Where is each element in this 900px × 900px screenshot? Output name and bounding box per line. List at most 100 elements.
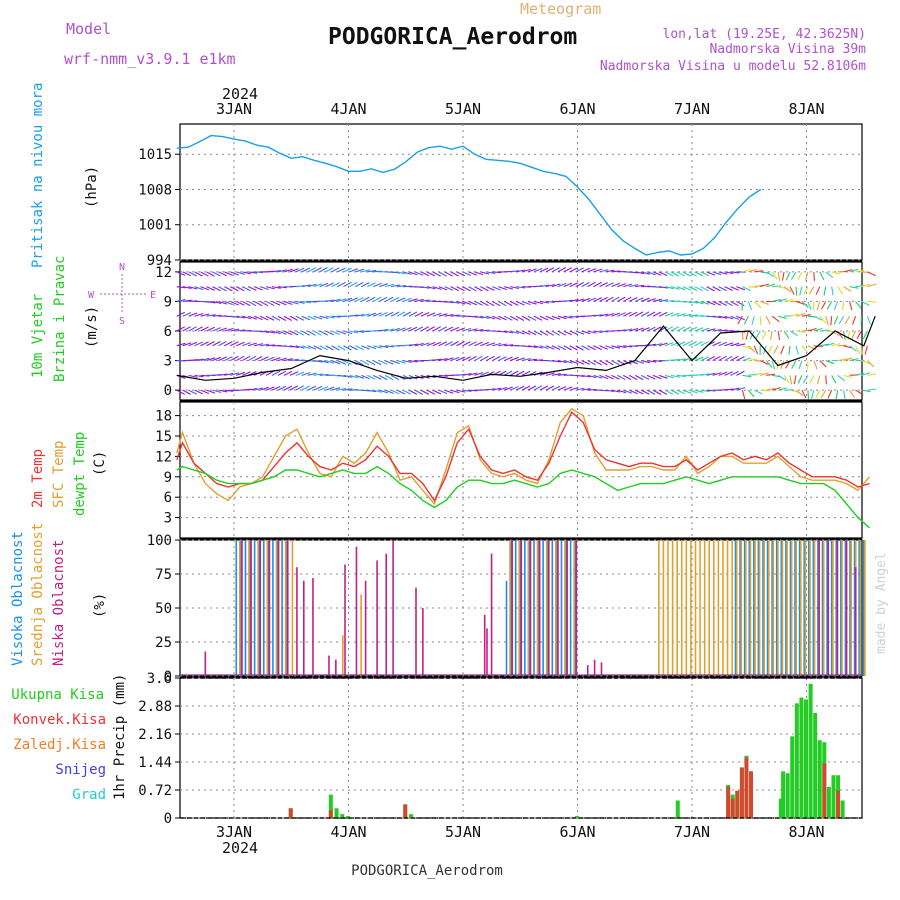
wind-speed-line — [176, 315, 876, 381]
wind-barb — [456, 286, 465, 292]
wind-barb — [230, 341, 239, 347]
wind-barb — [783, 298, 793, 302]
wind-barb — [361, 345, 370, 350]
wind-barb — [402, 271, 412, 275]
wind-barb — [777, 271, 781, 281]
wind-barb — [361, 374, 370, 380]
wind-barb — [539, 267, 549, 273]
wind-barb — [265, 386, 275, 391]
wind-barb — [325, 267, 334, 273]
wind-barb — [343, 374, 353, 378]
model-name: wrf-nmm_v3.9.1 e1km — [64, 50, 236, 68]
wind-barb — [521, 330, 531, 336]
wind-barb — [236, 371, 245, 376]
wind-barb — [319, 267, 328, 273]
wind-barb — [830, 316, 833, 326]
precip-bar — [808, 683, 813, 819]
wind-barb — [236, 271, 246, 275]
wind-barb — [325, 299, 335, 302]
wind-barb — [218, 300, 228, 305]
wind-barb — [426, 312, 436, 317]
wind-barb — [694, 389, 704, 393]
wind-barb — [831, 375, 837, 384]
wind-barb — [837, 286, 844, 295]
wind-barb — [337, 374, 347, 378]
precip-bar — [346, 816, 350, 818]
wind-barb — [587, 281, 596, 288]
wind-barb — [373, 282, 382, 288]
wind-barb — [242, 286, 251, 292]
wind-barb — [509, 370, 519, 376]
precip-bar — [813, 713, 818, 818]
wind-barb — [283, 358, 293, 362]
wind-barb — [843, 374, 853, 379]
wind-barb — [319, 386, 329, 391]
wind-barb — [432, 358, 442, 362]
wind-barb — [283, 268, 293, 273]
wind-barb — [545, 385, 555, 391]
wind-barb — [623, 360, 632, 365]
wind-barb — [569, 386, 579, 391]
wind-barb — [629, 311, 638, 317]
wind-barb — [355, 268, 365, 273]
wind-barb — [331, 360, 341, 365]
wind-barb — [372, 374, 382, 380]
wind-barb — [761, 330, 767, 340]
wind-barb — [617, 329, 627, 332]
wind-barb — [319, 373, 329, 376]
wind-barb — [527, 300, 537, 305]
wind-barb — [259, 300, 269, 307]
wind-barb — [194, 358, 204, 362]
wind-barb — [474, 271, 484, 276]
wind-barb — [307, 300, 317, 303]
wind-barb — [480, 286, 489, 292]
wind-barb — [355, 313, 365, 317]
precip-bar — [822, 763, 827, 818]
wind-barb — [480, 341, 490, 347]
wind-barb — [557, 315, 567, 320]
wind-barb — [289, 300, 299, 305]
wind-barb — [754, 389, 763, 395]
wind-barb — [724, 286, 733, 291]
wind-barb — [527, 385, 537, 391]
wind-barb — [575, 360, 585, 365]
wind-barb — [373, 389, 383, 393]
wind-barb — [742, 357, 752, 362]
wind-barb — [200, 271, 209, 277]
wind-barb — [569, 315, 579, 318]
wind-barb — [780, 360, 785, 370]
precip-bar — [334, 808, 339, 818]
wind-barb — [271, 385, 281, 391]
wind-barb — [801, 345, 809, 354]
wind-barb — [861, 389, 871, 393]
wind-barb — [283, 385, 293, 391]
wind-barb — [724, 355, 733, 362]
wind-barb — [230, 286, 239, 292]
wind-barb — [486, 355, 495, 362]
precip-bar — [328, 794, 333, 818]
wind-barb — [480, 300, 489, 306]
wind-barb — [788, 345, 791, 355]
wind-barb — [259, 315, 269, 321]
wind-barb — [754, 284, 764, 288]
wind-barb — [474, 371, 484, 376]
wind-barb — [629, 389, 638, 395]
wind-barb — [361, 360, 370, 366]
wind-barb — [867, 283, 877, 288]
wind-barb — [468, 341, 477, 347]
wind-barb — [629, 327, 639, 332]
wind-barb — [486, 315, 496, 320]
wind-barb — [474, 300, 483, 306]
wind-barb — [295, 267, 305, 273]
wind-barb — [706, 356, 715, 362]
wind-barb — [551, 330, 561, 336]
wind-barb — [825, 316, 829, 326]
wind-barb — [629, 360, 638, 365]
wind-barb — [855, 269, 865, 273]
wind-barb — [551, 283, 561, 288]
wind-barb — [188, 341, 198, 347]
wind-barb — [247, 300, 257, 307]
wind-barb — [289, 358, 299, 362]
wind-barb — [408, 374, 418, 380]
